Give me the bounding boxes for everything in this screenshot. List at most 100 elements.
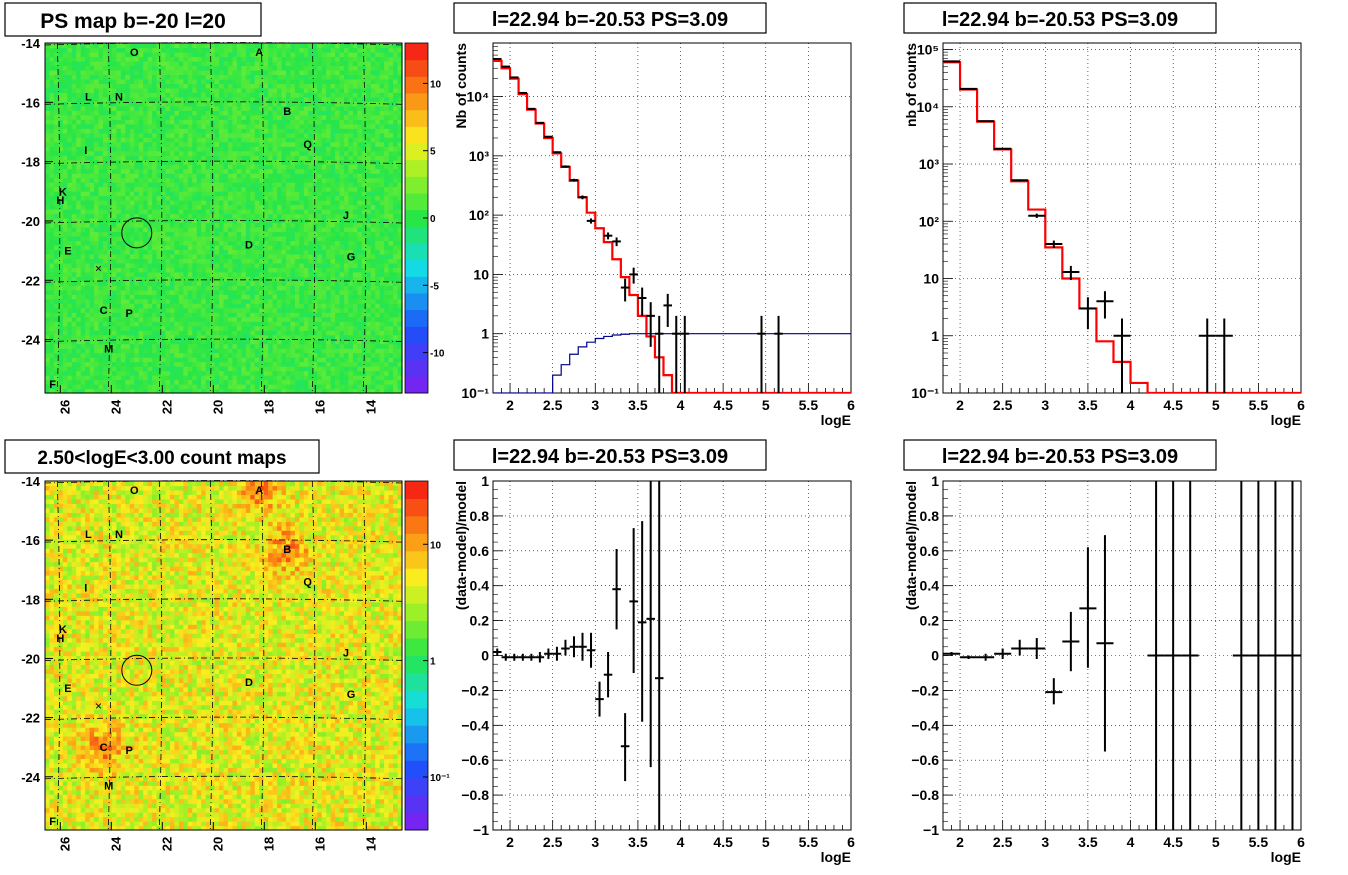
heatmap-cell	[259, 348, 265, 354]
heatmap-cell	[294, 159, 300, 165]
heatmap-cell	[308, 195, 314, 201]
heatmap-cell	[98, 146, 104, 152]
heatmap-cell	[89, 289, 95, 295]
heatmap-cell	[169, 366, 176, 372]
heatmap-cell	[245, 330, 251, 336]
heatmap-cell	[129, 155, 135, 161]
heatmap-cell	[299, 384, 305, 390]
heatmap-cell	[277, 204, 283, 210]
heatmap-cell	[321, 289, 327, 295]
heatmap-cell	[210, 294, 216, 300]
heatmap-cell	[232, 209, 238, 215]
heatmap-cell	[152, 209, 158, 215]
heatmap-cell	[268, 298, 274, 304]
heatmap-cell	[290, 303, 296, 309]
heatmap-cell	[71, 218, 77, 224]
heatmap-cell	[161, 141, 167, 147]
heatmap-cell	[45, 128, 51, 134]
heatmap-cell	[272, 204, 278, 210]
heatmap-cell	[165, 253, 171, 259]
heatmap-cell	[53, 168, 59, 174]
heatmap-cell	[219, 276, 225, 282]
heatmap-cell	[357, 173, 363, 179]
heatmap-cell	[89, 213, 95, 219]
heatmap-cell	[76, 209, 82, 215]
title-box-map-ps: PS map b=-20 l=20	[4, 2, 262, 37]
heatmap-cell	[120, 334, 126, 340]
heatmap-cell	[76, 182, 82, 188]
heatmap-cell	[379, 186, 385, 192]
heatmap-cell	[388, 209, 394, 215]
heatmap-cell	[326, 235, 332, 242]
heatmap-cell	[138, 312, 144, 318]
heatmap-cell	[330, 123, 336, 129]
heatmap-cell	[156, 307, 162, 313]
heatmap-cell	[111, 195, 117, 201]
heatmap-cell	[263, 262, 269, 268]
heatmap-cell	[254, 325, 260, 331]
heatmap-cell	[330, 128, 336, 134]
heatmap-cell	[241, 276, 247, 282]
heatmap-cell	[165, 123, 171, 129]
heatmap-cell	[384, 240, 390, 246]
heatmap-cell	[161, 249, 167, 255]
heatmap-cell	[156, 240, 162, 246]
heatmap-cell	[335, 280, 341, 286]
heatmap-cell	[187, 191, 193, 197]
heatmap-cell	[103, 285, 109, 291]
heatmap-cell	[89, 384, 95, 390]
heatmap-cell	[196, 307, 202, 313]
heatmap-cell	[241, 352, 247, 358]
heatmap-cell	[290, 146, 296, 152]
heatmap-cell	[303, 379, 309, 385]
heatmap-cell	[366, 204, 372, 210]
heatmap-cell	[388, 119, 394, 125]
heatmap-cell	[210, 375, 216, 381]
heatmap-cell	[210, 123, 216, 129]
heatmap-cell	[303, 285, 309, 291]
heatmap-cell	[134, 330, 140, 336]
heatmap-cell	[326, 195, 332, 201]
heatmap-cell	[201, 348, 207, 354]
heatmap-cell	[147, 119, 153, 125]
heatmap-cell	[308, 177, 314, 183]
heatmap-cell	[58, 226, 64, 233]
heatmap-cell	[335, 361, 341, 367]
heatmap-cell	[49, 204, 55, 210]
heatmap-cell	[219, 294, 225, 300]
heatmap-cell	[352, 150, 358, 156]
heatmap-cell	[116, 159, 122, 165]
heatmap-cell	[152, 186, 158, 192]
heatmap-cell	[156, 258, 162, 264]
heatmap-cell	[241, 294, 247, 300]
heatmap-cell	[120, 289, 126, 295]
heatmap-cell	[241, 316, 247, 322]
heatmap-cell	[272, 357, 278, 363]
heatmap-cell	[129, 298, 135, 304]
heatmap-cell	[125, 119, 131, 125]
heatmap-cell	[183, 276, 189, 282]
heatmap-cell	[277, 258, 283, 264]
heatmap-cell	[290, 370, 296, 376]
heatmap-cell	[259, 276, 265, 282]
heatmap-cell	[326, 325, 332, 331]
heatmap-cell	[120, 209, 126, 215]
heatmap-cell	[138, 110, 144, 116]
heatmap-cell	[129, 249, 135, 255]
heatmap-cell	[62, 191, 68, 197]
heatmap-cell	[174, 388, 180, 394]
heatmap-cell	[210, 348, 216, 354]
heatmap-cell	[178, 379, 184, 385]
heatmap-cell	[361, 177, 367, 183]
heatmap-cell	[254, 128, 260, 134]
heatmap-cell	[71, 137, 77, 143]
heatmap-cell	[165, 276, 171, 282]
heatmap-cell	[219, 114, 225, 120]
heatmap-cell	[205, 132, 211, 138]
heatmap-cell	[343, 222, 350, 228]
heatmap-cell	[335, 253, 341, 259]
heatmap-cell	[45, 312, 51, 318]
heatmap-cell	[107, 177, 113, 183]
heatmap-cell	[201, 370, 207, 376]
heatmap-cell	[232, 361, 238, 367]
